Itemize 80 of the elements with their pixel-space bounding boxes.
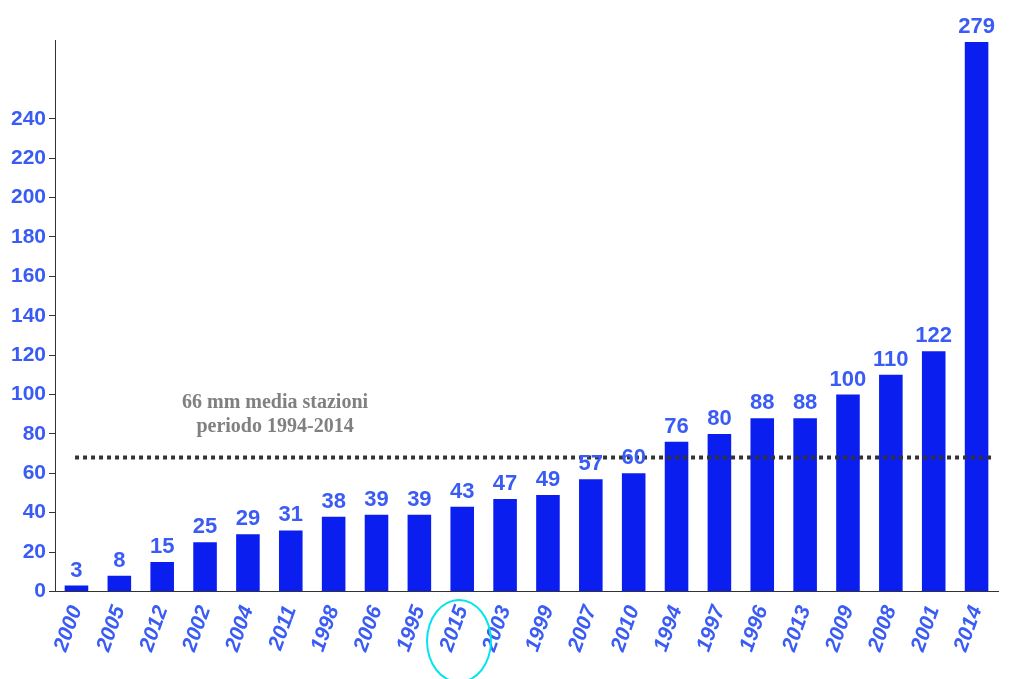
- x-tick-label: 2008: [862, 601, 901, 655]
- data-label: 88: [792, 389, 818, 415]
- x-tick-label: 1998: [305, 601, 343, 655]
- bar: [236, 534, 260, 591]
- bar: [793, 418, 817, 591]
- x-tick-label: 2013: [776, 601, 815, 655]
- data-label: 88: [750, 389, 775, 415]
- bar: [750, 418, 775, 591]
- x-tick-label: 2010: [604, 601, 643, 655]
- y-tick-label: 200: [10, 184, 47, 208]
- bar: [707, 433, 732, 591]
- x-tick-label: 2003: [476, 601, 515, 655]
- data-label: 279: [958, 13, 995, 39]
- bar: [836, 394, 860, 591]
- bar: [921, 351, 946, 591]
- y-tick-label: 180: [10, 223, 47, 247]
- x-tick-label: 2001: [904, 602, 943, 655]
- x-tick-label: 2002: [176, 601, 215, 655]
- data-label: 43: [449, 477, 475, 503]
- bar: [321, 516, 346, 591]
- data-label: 76: [664, 412, 689, 438]
- data-label: 122: [915, 322, 953, 348]
- data-label: 49: [535, 466, 561, 492]
- y-tick-label: 160: [10, 263, 47, 287]
- x-tick-label: 1994: [648, 601, 686, 655]
- y-tick-label: 220: [10, 144, 47, 168]
- bar: [621, 473, 646, 591]
- y-tick-label: 20: [22, 538, 47, 562]
- data-label: 29: [235, 505, 261, 531]
- x-tick-label: 1995: [390, 601, 429, 655]
- bar: [278, 530, 303, 591]
- data-label: 47: [492, 469, 518, 495]
- x-tick-label: 1999: [519, 601, 558, 655]
- data-label: 31: [278, 501, 304, 527]
- x-tick-label: 2015: [433, 601, 472, 655]
- x-tick-label: 2012: [133, 601, 172, 655]
- data-label: 80: [707, 404, 732, 430]
- data-label: 25: [192, 513, 218, 539]
- y-tick-label: 80: [22, 420, 47, 444]
- x-tick-label: 1996: [733, 601, 772, 655]
- bar: [493, 498, 517, 591]
- bar: [64, 585, 89, 591]
- y-tick-label: 140: [10, 302, 47, 326]
- data-label: 8: [113, 546, 126, 572]
- data-label: 38: [321, 487, 346, 513]
- data-label: 15: [149, 533, 175, 558]
- x-tick-label: 2004: [219, 601, 258, 655]
- x-tick-label: 2009: [819, 601, 858, 655]
- y-tick-label: 0: [34, 578, 47, 602]
- data-label: 100: [829, 365, 867, 391]
- data-label: 39: [364, 485, 389, 511]
- data-label: 39: [407, 485, 432, 511]
- x-tick-label: 2000: [47, 601, 86, 655]
- bar: [107, 575, 132, 591]
- bar: [364, 514, 389, 591]
- data-label: 3: [70, 556, 83, 582]
- bar: [536, 494, 560, 591]
- bar: [450, 506, 475, 591]
- bar: [879, 374, 903, 591]
- y-tick-label: 40: [22, 499, 47, 523]
- x-tick-label: 1997: [691, 601, 730, 655]
- x-tick-label: 2011: [262, 602, 300, 654]
- bar: [664, 441, 689, 591]
- x-tick-label: 2007: [562, 601, 601, 655]
- bar: [193, 542, 217, 591]
- y-tick-label: 120: [10, 341, 47, 365]
- x-tick-label: 2005: [90, 601, 129, 655]
- bar: [150, 561, 174, 591]
- y-tick-label: 60: [22, 460, 47, 484]
- x-tick-label: 2014: [947, 601, 986, 655]
- bar: [579, 479, 603, 591]
- y-tick-label: 240: [10, 105, 47, 129]
- data-label: 110: [873, 345, 909, 371]
- x-tick-label: 2006: [347, 601, 386, 655]
- y-tick-label: 100: [10, 381, 47, 405]
- ref-line-label: 66 mm media stazioni periodo 1994-2014: [181, 389, 369, 437]
- bar: [407, 514, 432, 591]
- data-label: 57: [578, 450, 604, 476]
- data-label: 60: [621, 444, 646, 470]
- bar: [964, 41, 989, 591]
